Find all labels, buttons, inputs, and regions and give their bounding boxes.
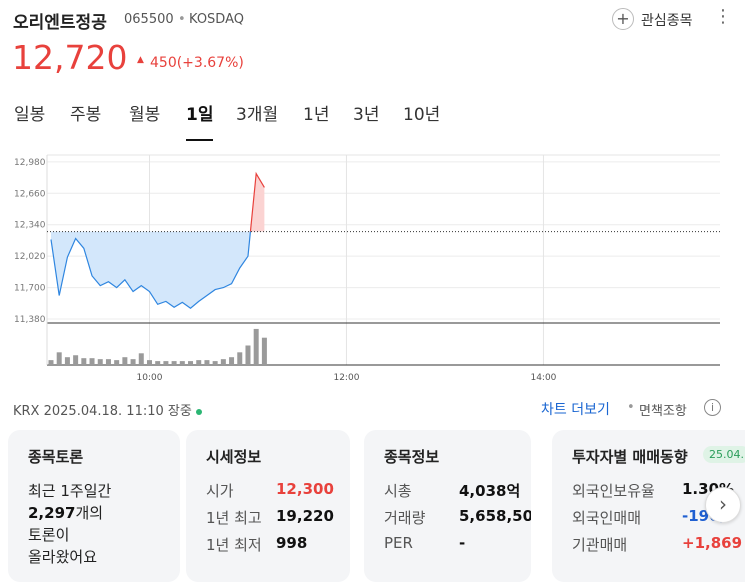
volume-bar <box>163 361 169 365</box>
volume-bar <box>188 361 194 365</box>
footer-info: KRX 2025.04.18. 11:10 장중 <box>13 400 202 419</box>
tab[interactable]: 일봉 <box>14 105 46 125</box>
date-badge: 25.04. <box>703 446 745 463</box>
row-label: 1년 최저 <box>206 536 262 554</box>
volume-bar <box>212 361 218 365</box>
row-value: 19,220 <box>276 507 334 525</box>
tab[interactable]: 1년 <box>303 105 330 125</box>
up-arrow: ▲ <box>137 55 144 65</box>
volume-bar <box>261 337 267 365</box>
tab[interactable]: 10년 <box>403 105 441 125</box>
separator: • <box>627 400 635 415</box>
row-label: 기관매매 <box>572 536 628 554</box>
volume-bar <box>155 361 161 365</box>
volume-bar <box>73 355 79 365</box>
exchange: KRX <box>13 404 40 419</box>
y-tick-label: 12,660 <box>14 189 46 199</box>
volume-bar <box>130 359 136 365</box>
volume-bar <box>204 360 210 365</box>
row-value: 998 <box>276 534 308 552</box>
volume-bar <box>229 357 235 365</box>
more-menu[interactable]: ⋮ <box>714 6 732 27</box>
card-text: 최근 1주일간 <box>28 482 112 500</box>
volume-bar <box>81 358 87 365</box>
volume-bar <box>89 358 95 365</box>
status: 장중 <box>167 404 192 419</box>
card-text: 올라왔어요 <box>28 548 98 566</box>
card-text: 토론이 <box>28 526 70 544</box>
volume-bar <box>64 357 70 365</box>
count: 2,297 <box>28 504 76 522</box>
volume-bar <box>105 359 111 365</box>
row-label: 시총 <box>384 482 412 500</box>
y-tick-label: 11,380 <box>14 315 46 325</box>
tab[interactable]: 3개월 <box>236 105 279 125</box>
volume-bar <box>179 361 185 365</box>
x-tick-label: 12:00 <box>333 373 359 383</box>
card-title: 종목정보 <box>384 448 440 466</box>
price-area <box>51 173 265 309</box>
tab[interactable]: 주봉 <box>70 105 102 125</box>
volume-bar <box>97 359 103 365</box>
row-label: 1년 최고 <box>206 509 262 527</box>
card-text: 2,297개의 <box>28 502 103 523</box>
info-icon[interactable]: i <box>704 399 721 416</box>
volume-bar <box>220 359 226 365</box>
tab[interactable]: 월봉 <box>129 105 161 125</box>
current-price: 12,720 <box>12 38 128 77</box>
separator: • <box>178 12 186 27</box>
volume-bar <box>138 353 144 365</box>
volume-bar <box>122 357 128 365</box>
volume-bar <box>146 360 152 365</box>
market: KOSDAQ <box>189 12 244 27</box>
volume-bar <box>171 361 177 365</box>
tab[interactable]: 3년 <box>353 105 380 125</box>
price-line <box>50 171 265 310</box>
card-title: 투자자별 매매동향 <box>572 448 688 466</box>
live-dot <box>195 408 202 415</box>
stock-name: 오리엔트정공 <box>13 13 107 33</box>
plus-icon[interactable]: + <box>612 8 634 30</box>
volume-bar <box>196 360 202 365</box>
row-label: 외국인보유율 <box>572 482 655 500</box>
price-change: 450(+3.67%) <box>150 55 244 71</box>
row-value: - <box>459 534 466 552</box>
row-label: 거래량 <box>384 509 426 527</box>
volume-bar <box>253 328 259 365</box>
y-tick-label: 12,980 <box>14 158 46 168</box>
row-value: +1,869 <box>682 534 743 552</box>
watch-button[interactable]: 관심종목 <box>641 13 693 29</box>
volume-bar <box>245 345 251 365</box>
chart-more[interactable]: 차트 더보기 <box>541 402 610 418</box>
next-button[interactable]: › <box>705 487 741 523</box>
volume-bar <box>114 360 120 365</box>
row-label: 외국인매매 <box>572 509 642 527</box>
volume-bar <box>56 352 62 365</box>
volume-bar <box>237 352 243 365</box>
datetime: 2025.04.18. 11:10 <box>43 404 164 419</box>
row-label: 시가 <box>206 482 234 500</box>
row-value: 4,038억 <box>459 482 521 500</box>
card-title: 시세정보 <box>206 448 262 466</box>
x-tick-label: 10:00 <box>137 373 163 383</box>
discussion-card[interactable]: 종목토론 최근 1주일간 2,297개의 토론이 올라왔어요 <box>8 430 180 582</box>
y-tick-label: 12,340 <box>14 221 46 231</box>
card-title: 종목토론 <box>28 448 84 466</box>
x-tick-label: 14:00 <box>530 373 556 383</box>
row-value: 5,658,505 <box>459 507 531 525</box>
row-label: PER <box>384 534 413 552</box>
disclaimer[interactable]: 면책조항 <box>639 404 687 419</box>
y-tick-label: 11,700 <box>14 284 46 294</box>
stock-code: 065500 <box>124 12 174 27</box>
y-tick-label: 12,020 <box>14 252 46 262</box>
tab[interactable]: 1일 <box>186 105 214 125</box>
row-value: 12,300 <box>276 480 334 498</box>
card-text: 개의 <box>75 504 104 522</box>
tab-underline <box>186 139 213 141</box>
chart: 11,380 11,700 12,020 12,340 12,660 12,980 10:0… <box>14 154 720 383</box>
volume-bar <box>48 360 54 365</box>
